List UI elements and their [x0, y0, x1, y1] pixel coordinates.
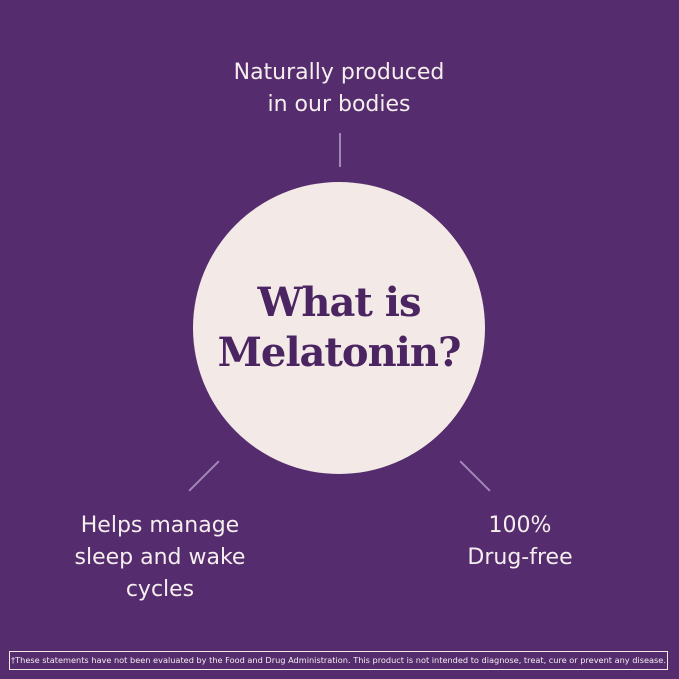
fact-naturally-produced: Naturally produced in our bodies [233, 60, 445, 117]
connector-line-right [459, 460, 491, 492]
fact-drug-free: 100% Drug-free [467, 513, 573, 570]
fact-sleep-wake: Helps manage sleep and wake cycles [74, 513, 246, 602]
page-title: What is Melatonin? [217, 279, 462, 376]
fda-disclaimer: †These statements have not been evaluate… [9, 651, 668, 670]
connector-line-top [339, 133, 341, 167]
connector-line-left [188, 460, 220, 492]
center-circle: What is Melatonin? [193, 182, 485, 474]
